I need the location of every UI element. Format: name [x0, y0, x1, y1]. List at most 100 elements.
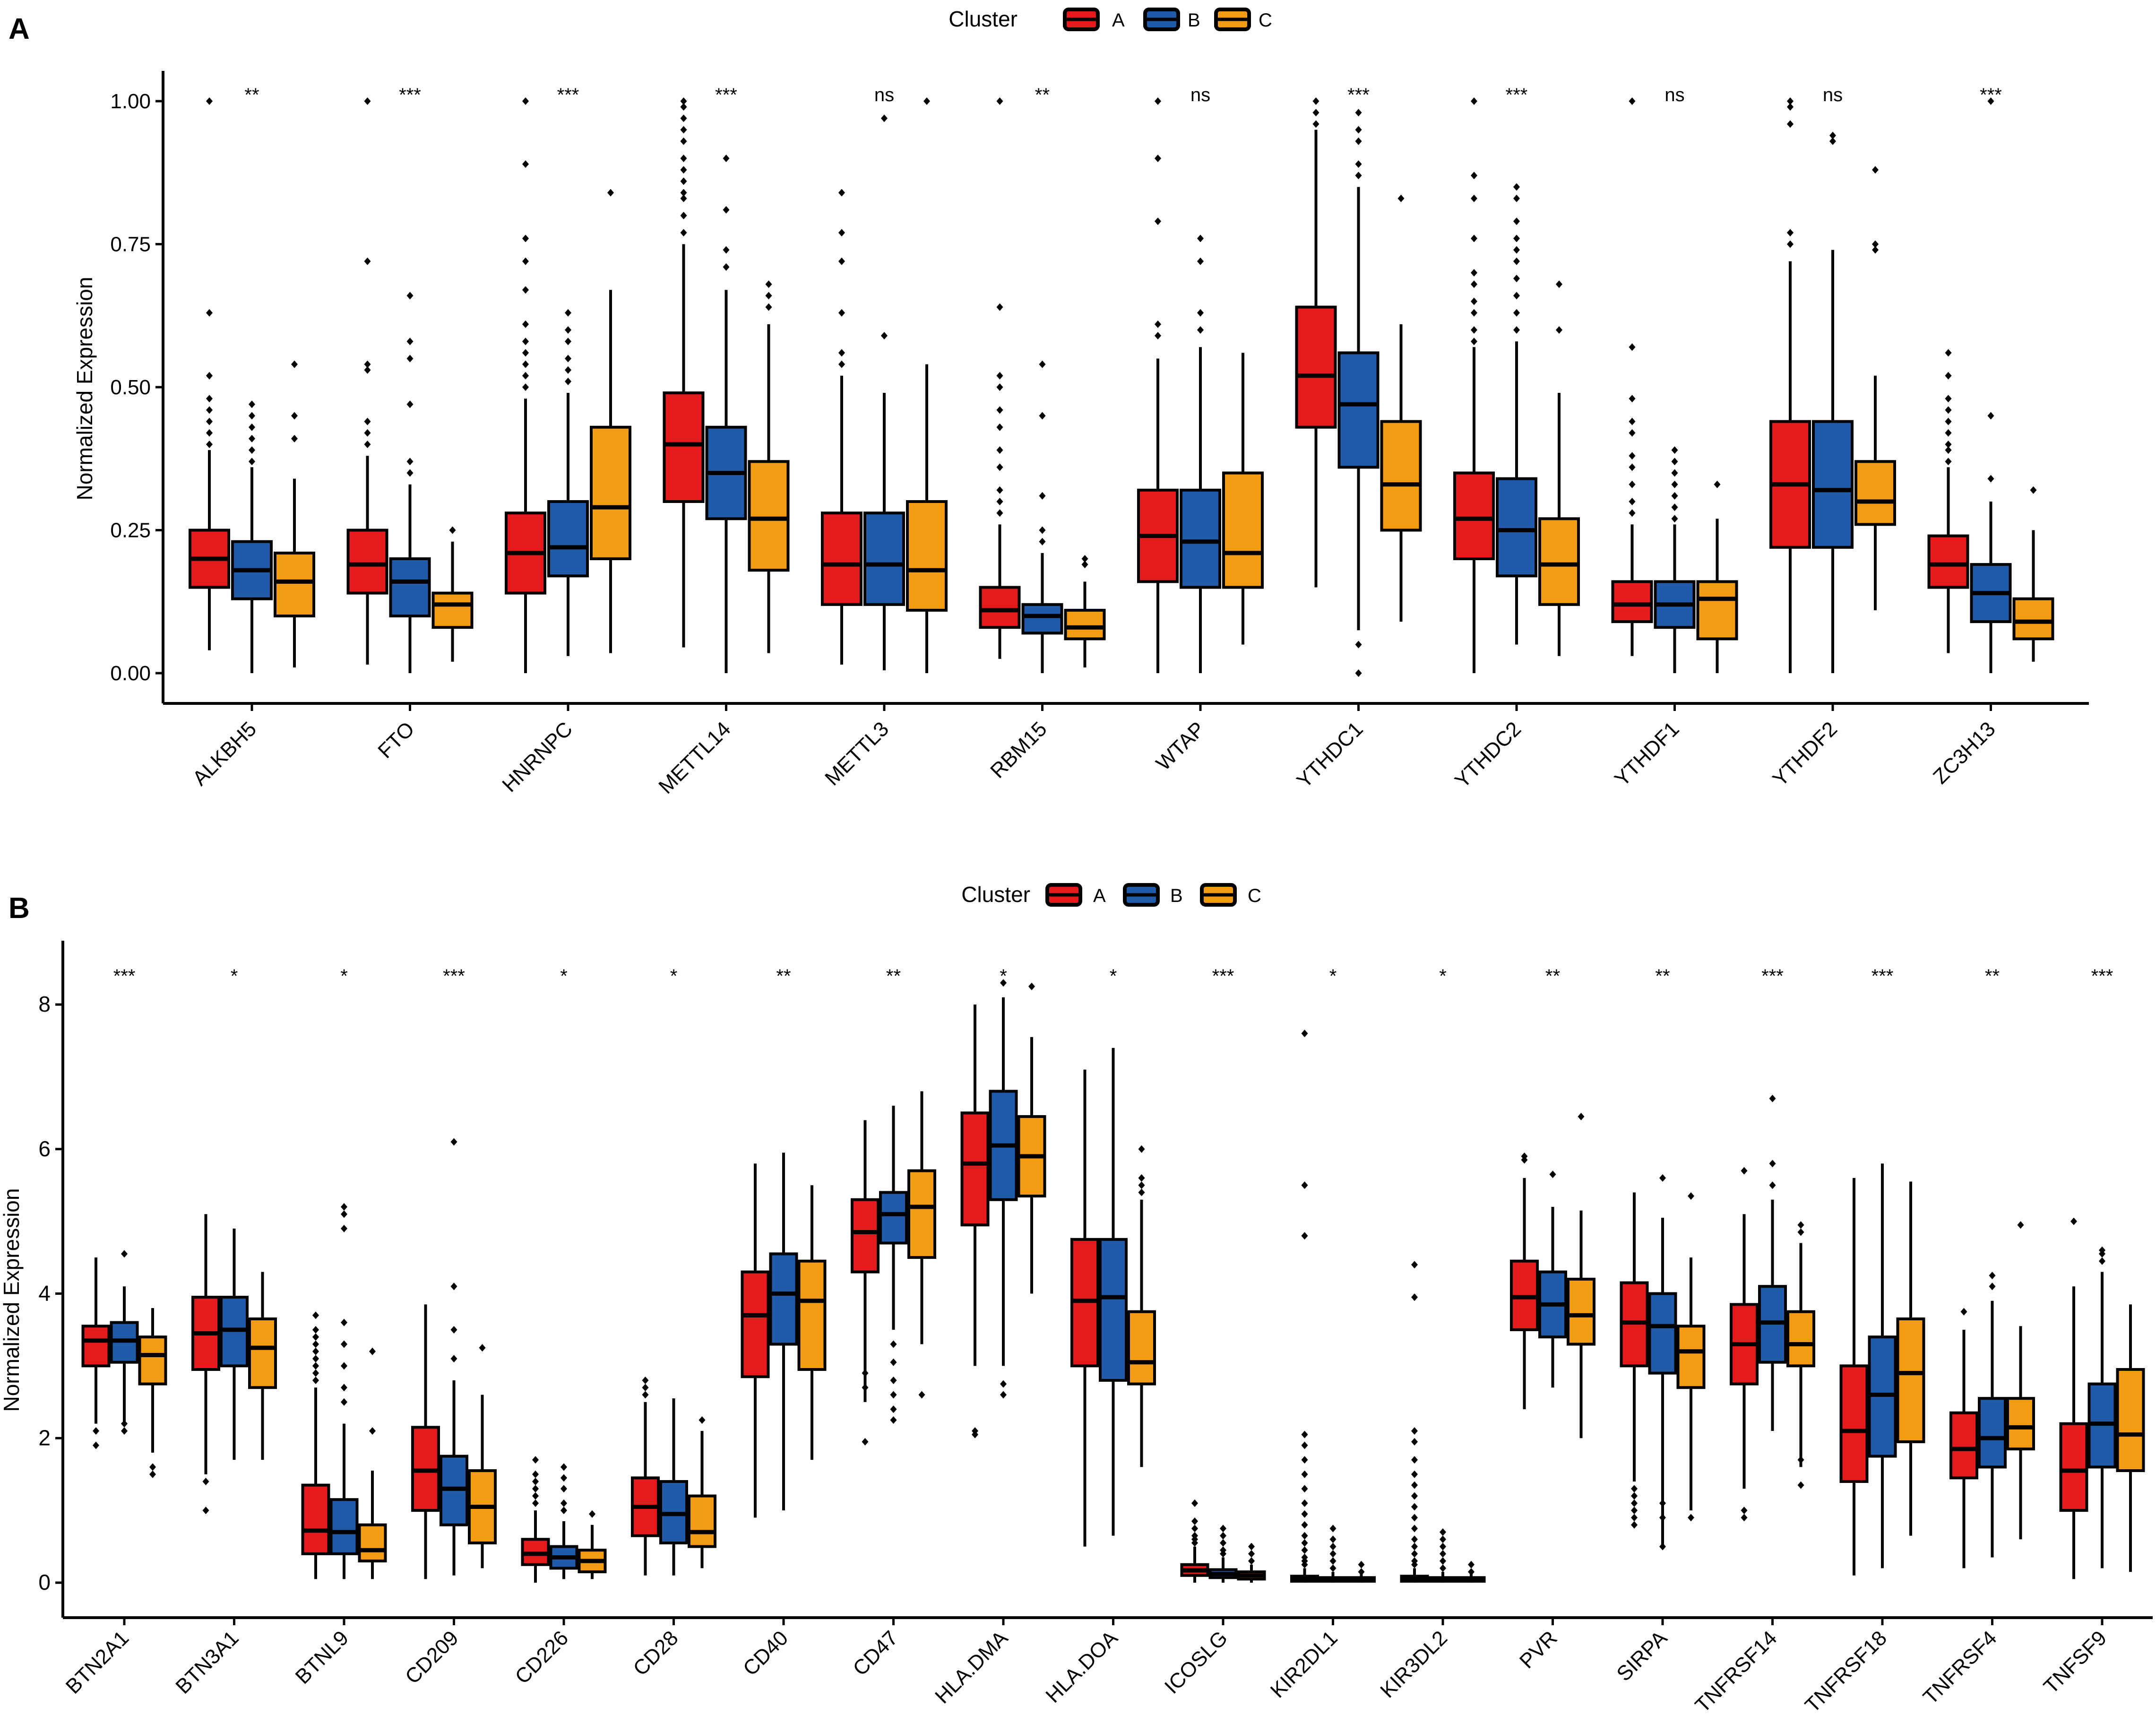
outlier-point — [1329, 1557, 1337, 1565]
outlier-point — [561, 1499, 567, 1507]
outlier-point — [1513, 275, 1520, 283]
outlier-point — [364, 429, 371, 437]
outlier-point — [312, 1333, 319, 1341]
outlier-point — [561, 1507, 567, 1515]
outlier-point — [1797, 1228, 1804, 1236]
outlier-point — [1138, 1188, 1145, 1196]
outlier-point — [1471, 326, 1477, 334]
outlier-point — [206, 406, 213, 414]
box-WTAP-A — [1137, 97, 1179, 673]
outlier-point — [565, 366, 571, 374]
legend-label-a: A — [1112, 10, 1125, 31]
box-TNFSF9-B — [2087, 1246, 2117, 1568]
outlier-point — [1945, 406, 1952, 414]
box — [863, 511, 905, 606]
significance-label: *** — [1506, 85, 1528, 105]
outlier-point — [1872, 166, 1879, 174]
outlier-point — [1513, 292, 1520, 300]
box — [431, 591, 474, 629]
outlier-point — [1411, 1261, 1418, 1269]
box — [1854, 460, 1896, 526]
legend-label-c: C — [1248, 885, 1261, 906]
box — [1611, 580, 1653, 624]
outlier-point — [1155, 155, 1161, 162]
outlier-point — [1329, 1550, 1337, 1558]
box-CD28-C — [688, 1416, 716, 1568]
outlier-point — [589, 1510, 595, 1518]
outlier-point — [206, 429, 213, 437]
outlier-point — [1301, 1532, 1308, 1540]
outlier-point — [2099, 1257, 2105, 1265]
outlier-point — [1989, 1282, 1996, 1291]
outlier-point — [1513, 183, 1520, 191]
outlier-point — [1197, 257, 1204, 265]
outlier-point — [406, 292, 414, 300]
significance-label: *** — [399, 85, 421, 105]
outlier-point — [2099, 1246, 2105, 1254]
significance-label: ns — [1664, 85, 1684, 105]
outlier-point — [1312, 97, 1319, 105]
outlier-point — [1440, 1528, 1446, 1536]
outlier-point — [1191, 1525, 1198, 1533]
y-tick-label: 8 — [38, 992, 51, 1016]
significance-label: ns — [874, 85, 894, 105]
box-TNFRSF4-C — [2006, 1221, 2035, 1540]
box-METTL3-A — [821, 189, 862, 665]
outlier-point — [1411, 1427, 1418, 1435]
significance-label: *** — [1871, 966, 1894, 987]
outlier-point — [341, 1203, 347, 1211]
outlier-point — [1769, 1181, 1776, 1189]
outlier-point — [364, 360, 371, 368]
box-HNRNPC-B — [547, 309, 589, 656]
significance-label: * — [231, 966, 238, 987]
box-KIR3DL2-B — [1428, 1528, 1457, 1583]
outlier-point — [450, 1326, 457, 1334]
box-TNFSF9-C — [2116, 1304, 2145, 1572]
outlier-point — [1945, 417, 1952, 425]
outlier-point — [364, 441, 371, 448]
box-BTN2A1-C — [138, 1308, 167, 1478]
outlier-point — [1945, 458, 1952, 466]
outlier-point — [1671, 480, 1678, 488]
outlier-point — [1411, 1438, 1418, 1446]
outlier-point — [406, 355, 414, 363]
box — [1839, 1364, 1869, 1483]
outlier-point — [1797, 1221, 1804, 1229]
y-tick-label: 2 — [38, 1425, 51, 1450]
outlier-point — [532, 1485, 539, 1493]
box-ICOSLG-A — [1180, 1499, 1209, 1583]
outlier-point — [1411, 1557, 1418, 1565]
box — [1648, 1292, 1677, 1375]
outlier-point — [1829, 131, 1836, 139]
outlier-point — [1155, 332, 1161, 340]
outlier-point — [522, 97, 529, 105]
outlier-point — [1411, 1503, 1418, 1511]
box-BTN3A1-A — [191, 1214, 220, 1515]
outlier-point — [1671, 503, 1678, 511]
outlier-point — [1471, 297, 1477, 305]
outlier-point — [149, 1463, 156, 1471]
box-METTL14-A — [663, 97, 705, 648]
outlier-point — [1629, 429, 1636, 437]
significance-label: ** — [1545, 966, 1560, 987]
significance-label: ns — [1190, 85, 1210, 105]
box-FTO-B — [389, 292, 431, 673]
box-HLA.DMA-A — [960, 1005, 990, 1438]
box — [1064, 608, 1106, 641]
outlier-point — [249, 434, 255, 442]
box-CD47-B — [879, 1106, 908, 1424]
outlier-point — [680, 194, 687, 202]
legend-label-b: B — [1170, 885, 1183, 906]
box — [769, 1252, 798, 1346]
box — [1380, 420, 1422, 532]
outlier-point — [291, 434, 298, 442]
box-PVR-C — [1567, 1112, 1595, 1438]
outlier-point — [406, 469, 414, 477]
outlier-point — [1629, 509, 1636, 517]
outlier-point — [1329, 1564, 1337, 1572]
box-BTN3A1-C — [248, 1272, 277, 1460]
panel-label-a: A — [9, 13, 30, 45]
outlier-point — [2070, 1217, 2077, 1225]
outlier-point — [249, 412, 255, 420]
outlier-point — [1872, 240, 1879, 248]
